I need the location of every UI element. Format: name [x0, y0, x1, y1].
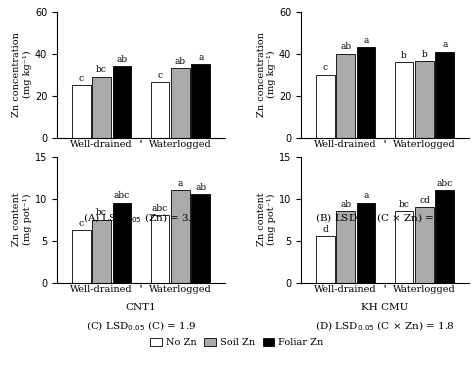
Bar: [191, 194, 210, 283]
Text: abc: abc: [152, 204, 168, 213]
Text: cd: cd: [419, 196, 430, 205]
Text: a: a: [442, 40, 447, 49]
Bar: [171, 190, 190, 283]
Bar: [171, 68, 190, 138]
Bar: [191, 64, 210, 138]
Text: ab: ab: [117, 55, 128, 64]
Y-axis label: Zn content
(mg pot⁻¹): Zn content (mg pot⁻¹): [256, 193, 276, 246]
Bar: [395, 211, 413, 283]
Text: ab: ab: [195, 183, 206, 192]
Bar: [92, 219, 111, 283]
Text: c: c: [323, 63, 328, 72]
Text: d: d: [322, 225, 328, 234]
Bar: [415, 207, 434, 283]
Y-axis label: Zn content
(mg pot⁻¹): Zn content (mg pot⁻¹): [12, 193, 32, 246]
Bar: [357, 203, 375, 283]
Text: abc: abc: [437, 179, 453, 188]
Bar: [151, 82, 169, 138]
Bar: [151, 215, 169, 283]
Bar: [92, 77, 111, 138]
Bar: [395, 62, 413, 138]
Text: (B) LSD$_{0.05}$ (C × Zn) = 4.7: (B) LSD$_{0.05}$ (C × Zn) = 4.7: [315, 211, 455, 224]
Bar: [72, 230, 91, 283]
Text: a: a: [364, 192, 369, 200]
Text: a: a: [364, 36, 369, 45]
Bar: [113, 66, 131, 138]
Bar: [337, 211, 355, 283]
Text: KH CMU: KH CMU: [361, 158, 409, 167]
Text: ab: ab: [340, 42, 351, 51]
Text: b: b: [421, 50, 428, 59]
Text: b: b: [401, 51, 407, 60]
Text: a: a: [198, 53, 203, 62]
Bar: [113, 203, 131, 283]
Bar: [337, 54, 355, 138]
Text: CNT1: CNT1: [126, 303, 156, 312]
Text: (D) LSD$_{0.05}$ (C × Zn) = 1.8: (D) LSD$_{0.05}$ (C × Zn) = 1.8: [315, 319, 455, 333]
Text: bc: bc: [399, 200, 410, 209]
Text: c: c: [79, 219, 84, 228]
Text: bc: bc: [96, 208, 107, 217]
Text: ab: ab: [175, 57, 186, 66]
Text: (A) LSD$_{0.05}$ (Zn) = 3.5: (A) LSD$_{0.05}$ (Zn) = 3.5: [83, 211, 199, 224]
Text: bc: bc: [96, 65, 107, 74]
Text: (C) LSD$_{0.05}$ (C) = 1.9: (C) LSD$_{0.05}$ (C) = 1.9: [86, 319, 196, 333]
Y-axis label: Zn concentration
(mg kg⁻¹): Zn concentration (mg kg⁻¹): [256, 32, 276, 117]
Legend: No Zn, Soil Zn, Foliar Zn: No Zn, Soil Zn, Foliar Zn: [146, 334, 328, 351]
Bar: [357, 47, 375, 138]
Text: c: c: [79, 74, 84, 83]
Bar: [316, 236, 335, 283]
Text: c: c: [157, 71, 163, 80]
Text: CNT1: CNT1: [126, 158, 156, 167]
Text: KH CMU: KH CMU: [361, 303, 409, 312]
Text: a: a: [178, 179, 183, 188]
Text: abc: abc: [114, 192, 130, 200]
Bar: [316, 75, 335, 138]
Bar: [436, 190, 454, 283]
Y-axis label: Zn concentration
(mg kg⁻¹): Zn concentration (mg kg⁻¹): [12, 32, 32, 117]
Bar: [436, 51, 454, 138]
Bar: [72, 85, 91, 138]
Text: ab: ab: [340, 200, 351, 209]
Bar: [415, 61, 434, 138]
